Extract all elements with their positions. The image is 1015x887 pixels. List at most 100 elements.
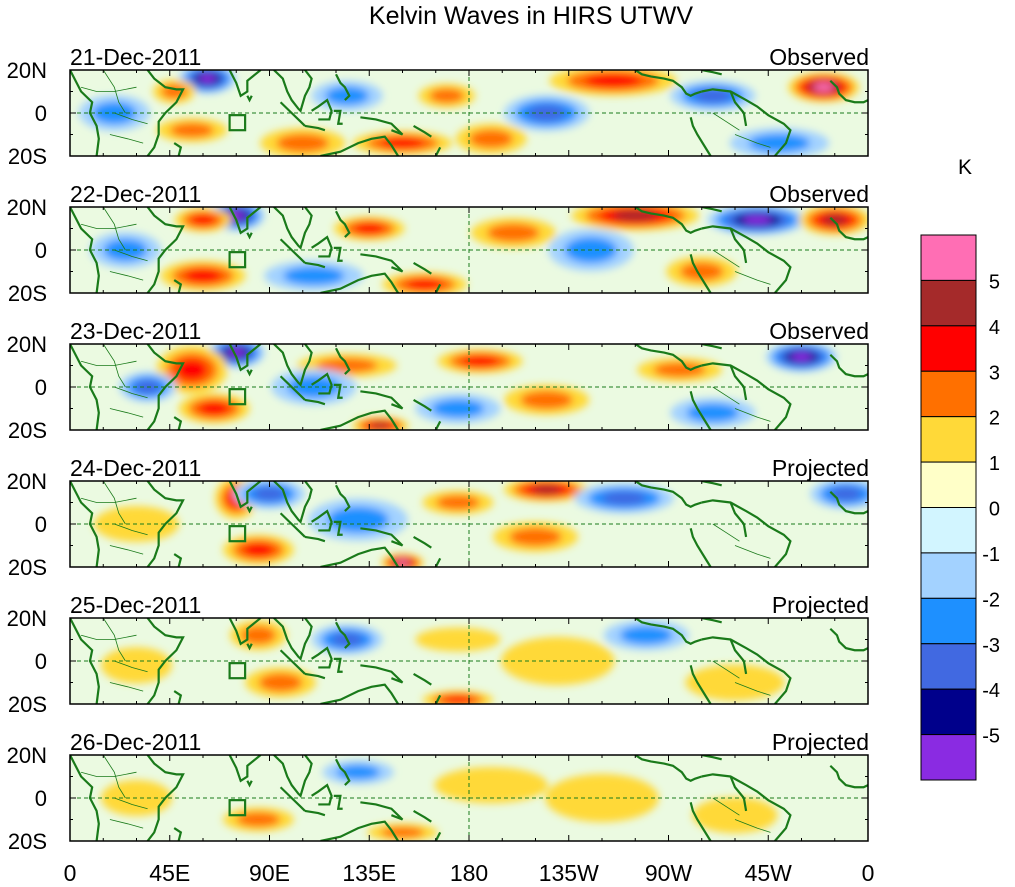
coastline — [320, 272, 400, 293]
coastline — [279, 238, 306, 264]
anomaly-7 — [101, 647, 172, 684]
country-border — [712, 112, 740, 131]
coastline — [634, 481, 703, 509]
anomaly-contour — [199, 74, 216, 83]
coastline — [701, 225, 792, 293]
coastline — [246, 232, 253, 240]
anomaly-contour — [434, 767, 548, 804]
coastlines — [70, 618, 868, 704]
panel-5: 20N 0 20S 25-Dec-2011 Projected — [7, 592, 869, 717]
colorbar-swatch — [920, 370, 977, 418]
anomaly-contour — [653, 362, 706, 378]
coastline — [279, 649, 306, 675]
coastlines — [70, 481, 868, 567]
country-border — [114, 249, 148, 262]
anomaly-3 — [245, 667, 317, 698]
coastline — [335, 621, 351, 649]
coastline — [146, 481, 185, 567]
coastline — [829, 79, 868, 104]
anomaly-contour — [276, 133, 329, 153]
anomaly-11 — [637, 357, 723, 382]
anomaly-12 — [382, 272, 468, 293]
coastline — [701, 88, 792, 156]
anomaly-13 — [666, 256, 738, 287]
coastline — [335, 484, 351, 512]
anomaly-contour — [692, 797, 778, 834]
coastline — [829, 490, 868, 515]
panel-1: 20N 0 20S 21-Dec-2011 Observed — [7, 44, 869, 169]
anomaly-contour — [442, 695, 474, 704]
anomaly-contour — [487, 223, 540, 243]
anomaly-4 — [156, 118, 228, 143]
coastline — [434, 283, 442, 293]
country-border — [114, 660, 148, 673]
coastline — [173, 553, 183, 567]
coastline — [689, 802, 712, 841]
coastline — [273, 207, 313, 250]
anomaly-9 — [810, 481, 868, 509]
anomaly-4 — [381, 553, 424, 567]
country-border — [109, 819, 144, 829]
country-border — [734, 819, 771, 833]
colorbar-label: -5 — [982, 726, 1000, 748]
country-border — [712, 523, 740, 542]
country-border — [734, 682, 771, 696]
coastline — [434, 146, 442, 156]
colorbar: K 5 4 3 2 1 0 -1 -2 -3 -4 -5 — [920, 156, 1000, 781]
country-border — [712, 660, 740, 679]
y-tick-label: 20N — [7, 469, 47, 494]
anomaly-contour — [429, 88, 465, 104]
coastline — [146, 755, 185, 841]
x-tick-label: 45W — [745, 860, 793, 886]
anomaly-10 — [788, 72, 860, 103]
coastline — [729, 365, 748, 401]
coastlines — [70, 207, 868, 293]
anomaly-contour — [396, 560, 409, 566]
coastline — [413, 398, 432, 412]
coastline — [335, 210, 351, 238]
colorbar-swatch — [920, 325, 977, 372]
anomaly-9 — [549, 70, 677, 96]
coastline — [413, 535, 432, 549]
anomaly-8 — [571, 207, 700, 231]
coastline — [246, 643, 253, 651]
anomaly-contour — [405, 279, 444, 290]
coastline — [634, 344, 703, 372]
country-border — [80, 223, 137, 229]
y-tick-label: 0 — [35, 238, 47, 263]
country-border — [102, 70, 126, 114]
anomaly-10 — [766, 344, 837, 372]
country-border — [734, 545, 771, 559]
anomaly-contour — [830, 487, 862, 501]
country-border — [109, 545, 144, 555]
panel-date: 26-Dec-2011 — [70, 729, 201, 755]
colorbar-label: 5 — [989, 271, 1000, 293]
anomaly-contour — [176, 359, 208, 381]
panel-4: 20N 0 20S 24-Dec-2011 Projected — [7, 455, 869, 580]
y-tick-label: 20S — [8, 144, 47, 169]
country-border — [102, 618, 126, 662]
anomaly-5 — [504, 481, 590, 502]
anomaly-contour — [170, 122, 214, 138]
anomaly-3 — [222, 534, 294, 565]
anomaly-7 — [470, 217, 556, 248]
anomaly-contour — [686, 403, 740, 423]
anomaly-contour — [236, 812, 281, 827]
country-border — [114, 523, 148, 536]
coastline — [146, 618, 185, 704]
panel-ticks — [69, 206, 869, 294]
coastline — [320, 409, 400, 430]
coastline — [173, 279, 183, 293]
coastline — [701, 362, 792, 430]
anomaly-3 — [160, 260, 246, 291]
x-tick-label: 135E — [342, 860, 396, 886]
x-axis: 0 45E 90E 135E 180 135W 90W 45W 0 — [64, 860, 875, 886]
coastline — [829, 764, 868, 789]
reference-box — [228, 525, 247, 543]
coastline — [413, 672, 432, 686]
coastline — [146, 207, 185, 293]
colorbar-swatch — [920, 416, 977, 463]
coastline — [228, 207, 262, 235]
coastline — [273, 70, 313, 113]
coastline — [173, 142, 183, 156]
